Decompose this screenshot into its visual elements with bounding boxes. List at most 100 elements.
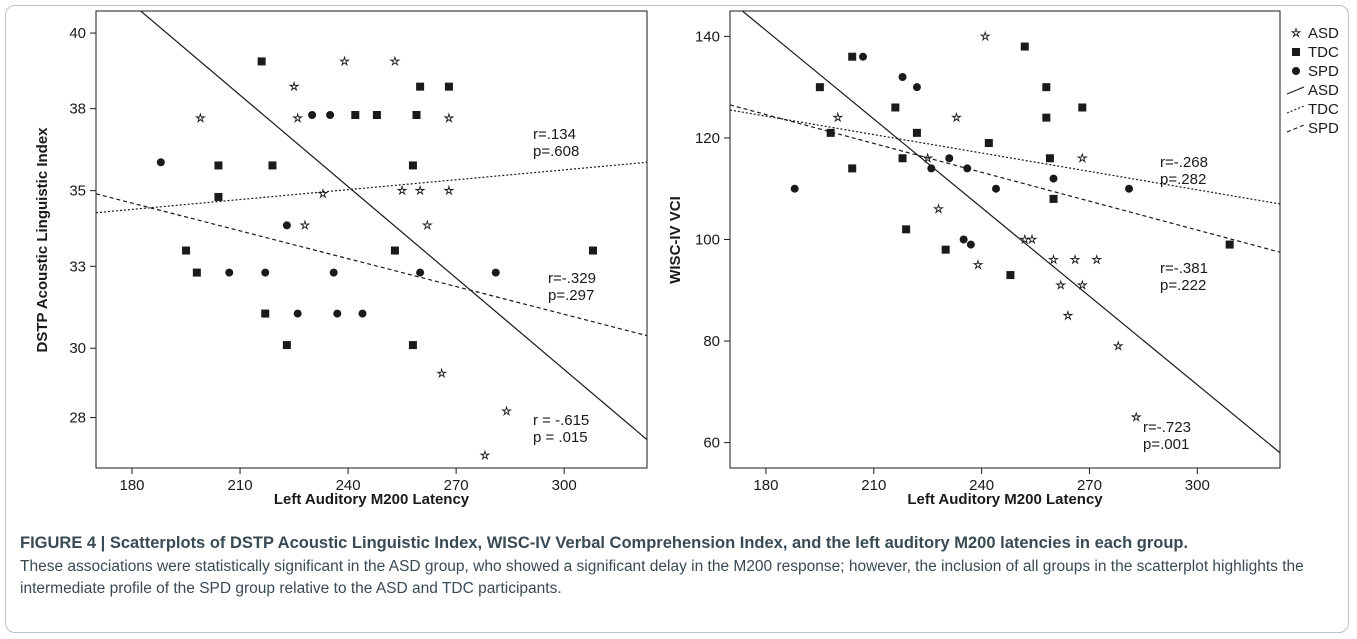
stat-r-label: r=-.268: [1160, 154, 1208, 171]
data-point-spd: [859, 52, 868, 61]
data-point-asd: [443, 112, 455, 123]
data-point-asd: [979, 30, 991, 42]
series-tdc: [815, 42, 1234, 280]
data-point-tdc: [1020, 42, 1029, 51]
plot-area: [729, 10, 1281, 469]
data-point-asd: [194, 112, 206, 123]
y-tick-label: 100: [695, 232, 720, 249]
data-point-asd: [479, 449, 491, 461]
data-point-spd: [1049, 174, 1058, 183]
data-point-asd: [288, 80, 300, 92]
x-tick-label: 210: [228, 477, 253, 494]
x-tick-label: 300: [1185, 477, 1210, 494]
data-point-tdc: [351, 111, 360, 120]
data-point-tdc: [261, 309, 270, 318]
legend-marker-asd: [1290, 27, 1302, 38]
data-point-tdc: [1078, 103, 1087, 112]
data-point-spd: [927, 164, 936, 173]
stat-p-label: p=.282: [1160, 171, 1206, 188]
data-point-asd: [1026, 233, 1038, 245]
legend-label: TDC: [1308, 44, 1339, 61]
data-point-tdc: [444, 82, 453, 91]
data-point-asd: [338, 55, 351, 67]
data-point-asd: [292, 112, 304, 123]
figure-frame: [5, 5, 1349, 633]
data-point-tdc: [1006, 271, 1015, 280]
data-point-asd: [950, 111, 963, 123]
x-tick-label: 240: [336, 477, 361, 494]
data-point-asd: [1019, 233, 1031, 245]
x-axis-label: Left Auditory M200 Latency: [907, 491, 1103, 508]
data-point-asd: [501, 405, 513, 417]
x-tick-label: 270: [444, 477, 469, 494]
figure-charts: 180 210 240 270 300 28 30 33 35 38 40 Left Auditory…: [34, 10, 1339, 508]
data-point-spd: [992, 184, 1001, 193]
data-point-tdc: [848, 52, 857, 61]
series-tdc: [182, 57, 597, 350]
data-point-spd: [790, 184, 799, 193]
data-point-tdc: [848, 164, 857, 173]
data-point-tdc: [984, 139, 993, 148]
stat-p-label: p=.608: [533, 143, 579, 160]
data-point-asd: [1076, 152, 1088, 164]
stat-r-label: r=-.329: [548, 270, 596, 287]
fit-lines: [96, 11, 647, 441]
legend-label: ASD: [1308, 25, 1339, 42]
data-point-asd: [1130, 411, 1142, 422]
data-point-tdc: [214, 161, 223, 170]
x-tick-label: 270: [1077, 477, 1102, 494]
chart-panel-1: 180 210 240 270 300 28 30 33 35 38 40 Left Auditory…: [34, 10, 648, 508]
data-point-tdc: [941, 245, 950, 254]
data-point-asd: [922, 152, 934, 164]
x-tick-label: 180: [753, 477, 778, 494]
data-point-spd: [329, 268, 338, 277]
y-tick-label: 40: [69, 25, 86, 42]
fit-line-asd-solid: [741, 11, 1280, 454]
stat-r-label: r = -.615: [533, 412, 589, 429]
data-point-asd: [1112, 340, 1124, 351]
data-point-tdc: [1042, 83, 1051, 92]
data-point-tdc: [898, 154, 907, 163]
y-tick-label: 60: [703, 435, 720, 452]
data-point-asd: [1062, 309, 1074, 321]
legend: ASD TDC SPD ASD TDC SPD: [1286, 25, 1339, 137]
data-point-asd: [832, 111, 844, 123]
caption-title: FIGURE 4 | Scatterplots of DSTP Acoustic…: [20, 534, 1189, 552]
data-point-spd: [282, 221, 291, 230]
y-tick-label: 38: [69, 101, 86, 118]
data-point-tdc: [826, 128, 835, 137]
legend-line-spd: [1286, 124, 1305, 133]
y-tick-label: 120: [695, 130, 720, 147]
legend-label: ASD: [1308, 82, 1339, 99]
data-point-spd: [966, 240, 975, 249]
data-point-spd: [293, 309, 302, 318]
data-point-tdc: [1042, 113, 1051, 122]
data-point-asd: [1076, 279, 1088, 290]
plot-area: [95, 10, 648, 469]
y-tick-label: 35: [69, 183, 86, 200]
data-point-tdc: [214, 192, 223, 201]
legend-marker-tdc: [1292, 48, 1300, 56]
fit-line-spd-dashed: [730, 104, 1280, 253]
stat-r-label: r=-.723: [1143, 419, 1191, 436]
data-point-spd: [358, 309, 367, 318]
x-axis-label: Left Auditory M200 Latency: [274, 491, 470, 508]
fit-line-tdc-dotted: [96, 161, 647, 214]
legend-marker-spd: [1292, 67, 1300, 75]
data-point-tdc: [268, 161, 277, 170]
data-point-spd: [308, 111, 317, 120]
y-tick-label: 28: [69, 410, 86, 427]
data-point-tdc: [282, 341, 291, 350]
data-point-asd: [317, 187, 329, 199]
data-point-tdc: [891, 103, 900, 112]
data-point-asd: [396, 184, 408, 196]
data-point-tdc: [182, 246, 191, 255]
data-point-tdc: [390, 246, 399, 255]
fit-line-spd-dashed: [96, 193, 647, 337]
data-point-asd: [1047, 253, 1060, 265]
stat-p-label: p = .015: [533, 429, 588, 446]
data-point-tdc: [1049, 194, 1058, 203]
data-point-tdc: [412, 111, 421, 120]
data-point-spd: [416, 268, 425, 277]
data-point-asd: [1055, 279, 1067, 290]
